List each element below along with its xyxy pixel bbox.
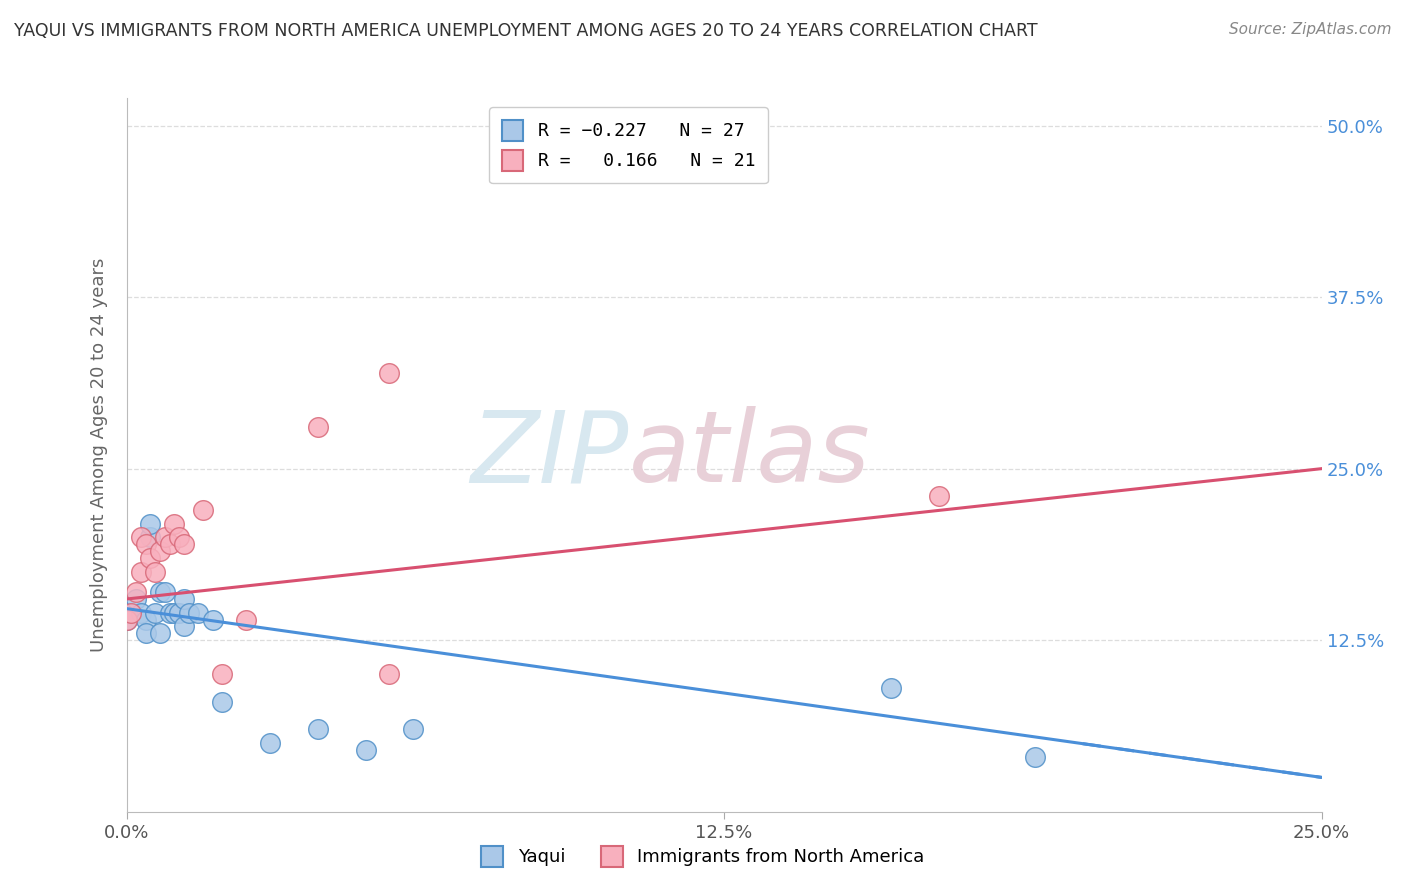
Text: YAQUI VS IMMIGRANTS FROM NORTH AMERICA UNEMPLOYMENT AMONG AGES 20 TO 24 YEARS CO: YAQUI VS IMMIGRANTS FROM NORTH AMERICA U… bbox=[14, 22, 1038, 40]
Legend: Yaqui, Immigrants from North America: Yaqui, Immigrants from North America bbox=[474, 838, 932, 874]
Point bbox=[1024, 749, 1046, 764]
Point bbox=[153, 585, 176, 599]
Point bbox=[129, 530, 152, 544]
Point bbox=[135, 613, 157, 627]
Point bbox=[115, 613, 138, 627]
Point bbox=[129, 565, 152, 579]
Y-axis label: Unemployment Among Ages 20 to 24 years: Unemployment Among Ages 20 to 24 years bbox=[90, 258, 108, 652]
Point bbox=[159, 537, 181, 551]
Point bbox=[307, 723, 329, 737]
Point bbox=[354, 743, 377, 757]
Point bbox=[402, 723, 425, 737]
Point bbox=[139, 530, 162, 544]
Point bbox=[139, 516, 162, 531]
Point bbox=[125, 585, 148, 599]
Point bbox=[149, 585, 172, 599]
Point bbox=[307, 420, 329, 434]
Point bbox=[173, 619, 195, 633]
Point bbox=[120, 606, 142, 620]
Point bbox=[139, 550, 162, 565]
Point bbox=[159, 606, 181, 620]
Text: atlas: atlas bbox=[628, 407, 870, 503]
Point bbox=[153, 530, 176, 544]
Point bbox=[149, 626, 172, 640]
Point bbox=[177, 606, 200, 620]
Legend: R = −0.227   N = 27, R =   0.166   N = 21: R = −0.227 N = 27, R = 0.166 N = 21 bbox=[489, 107, 768, 183]
Point bbox=[135, 537, 157, 551]
Point bbox=[187, 606, 209, 620]
Point bbox=[129, 606, 152, 620]
Point bbox=[211, 667, 233, 681]
Point bbox=[235, 613, 257, 627]
Point bbox=[167, 606, 190, 620]
Point bbox=[211, 695, 233, 709]
Point bbox=[115, 613, 138, 627]
Point bbox=[378, 366, 401, 380]
Point bbox=[173, 537, 195, 551]
Text: ZIP: ZIP bbox=[470, 407, 628, 503]
Point bbox=[880, 681, 903, 696]
Point bbox=[125, 592, 148, 607]
Point bbox=[143, 606, 166, 620]
Point bbox=[191, 503, 214, 517]
Text: Source: ZipAtlas.com: Source: ZipAtlas.com bbox=[1229, 22, 1392, 37]
Point bbox=[201, 613, 224, 627]
Point bbox=[143, 565, 166, 579]
Point bbox=[378, 667, 401, 681]
Point bbox=[259, 736, 281, 750]
Point bbox=[928, 489, 950, 503]
Point bbox=[115, 606, 138, 620]
Point bbox=[173, 592, 195, 607]
Point bbox=[163, 606, 186, 620]
Point bbox=[167, 530, 190, 544]
Point bbox=[163, 516, 186, 531]
Point bbox=[149, 544, 172, 558]
Point bbox=[135, 626, 157, 640]
